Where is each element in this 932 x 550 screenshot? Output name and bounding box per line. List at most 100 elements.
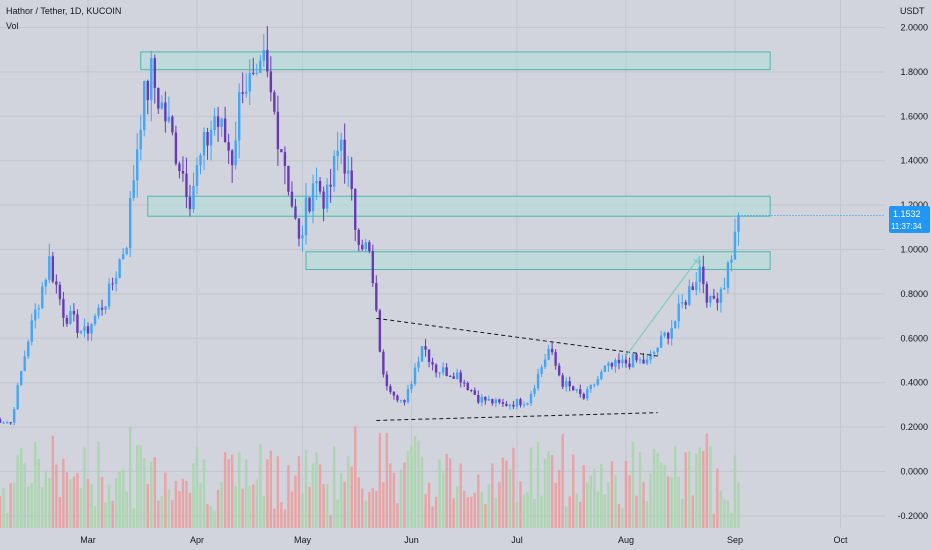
volume-bar: [589, 475, 593, 528]
candle-body: [150, 58, 153, 101]
time-axis[interactable]: Mar Apr May Jun Jul Aug Sep Oct: [80, 535, 848, 545]
volume-bar: [111, 500, 114, 528]
volume-bar: [557, 469, 561, 528]
candle-body: [494, 399, 498, 404]
candle-body: [723, 287, 726, 290]
candle-body: [670, 328, 673, 339]
volume-bar: [294, 475, 297, 528]
candle-body: [290, 191, 294, 207]
candle-body: [72, 311, 76, 315]
volume-bar: [716, 468, 719, 528]
candlestick-series: [0, 25, 740, 426]
volume-bar: [51, 435, 55, 528]
candle-body: [596, 379, 600, 385]
candle-body: [526, 403, 529, 405]
volume-bar: [673, 445, 677, 528]
volume-bar: [575, 493, 578, 528]
volume-bar: [69, 479, 72, 528]
y-tick-label: 1.6000: [900, 111, 928, 121]
volume-bar: [448, 458, 452, 528]
candle-body: [389, 386, 392, 392]
volume-bar: [0, 496, 2, 528]
candle-body: [167, 116, 171, 122]
volume-bar: [385, 432, 389, 528]
candle-body: [589, 384, 593, 390]
y-tick-label: 0.6000: [900, 333, 928, 343]
candle-body: [673, 321, 677, 329]
x-tick-label: Apr: [190, 535, 204, 545]
volume-bar: [315, 452, 318, 528]
candle-body: [160, 102, 164, 109]
volume-bar: [698, 447, 702, 528]
candle-body: [582, 394, 585, 399]
candle-body: [153, 58, 157, 88]
volume-bar: [399, 469, 403, 528]
y-tick-label: 1.2000: [900, 200, 928, 210]
volume-bar: [83, 447, 86, 528]
candle-body: [248, 72, 251, 92]
volume-bar: [491, 463, 494, 528]
volume-bar: [178, 491, 181, 528]
trendline: [376, 412, 658, 421]
candle-body: [406, 389, 410, 403]
volume-bar: [100, 476, 104, 528]
volume-bar: [487, 484, 491, 528]
volume-bar: [603, 494, 607, 528]
candle-body: [146, 81, 149, 101]
volume-bar: [357, 477, 360, 528]
candle-body: [501, 402, 505, 404]
candle-body: [128, 198, 132, 249]
candle-body: [27, 341, 30, 357]
volume-bar: [329, 515, 332, 528]
x-tick-label: May: [294, 535, 312, 545]
volume-bar: [301, 493, 304, 528]
candle-body: [621, 359, 624, 364]
candle-body: [656, 347, 659, 353]
candle-body: [30, 320, 33, 342]
volume-bar: [332, 446, 336, 528]
y-tick-label: 1.4000: [900, 156, 928, 166]
volume-bar: [322, 484, 325, 528]
candle-body: [726, 262, 730, 288]
candle-body: [463, 382, 466, 384]
volume-bar: [413, 436, 417, 528]
candle-body: [473, 390, 476, 395]
candle-body: [652, 352, 656, 354]
candle-body: [505, 403, 508, 407]
volume-bar: [554, 482, 557, 528]
candle-body: [716, 298, 719, 303]
volume-bar: [325, 484, 329, 528]
candle-body: [192, 185, 195, 210]
last-price-value: 1.1532: [893, 209, 921, 219]
candle-body: [65, 317, 69, 324]
candle-body: [223, 118, 227, 143]
volume-bar: [607, 482, 610, 528]
candle-body: [382, 351, 385, 375]
volume-bar: [276, 456, 280, 528]
candle-body: [276, 111, 280, 150]
bar-countdown: 11:37:34: [891, 222, 922, 231]
candle-body: [691, 286, 694, 291]
volume-bar: [417, 440, 420, 528]
candle-body: [610, 363, 614, 367]
candle-body: [642, 359, 645, 364]
candle-body: [371, 251, 375, 284]
volume-bar: [37, 458, 40, 528]
volume-bar: [466, 497, 469, 528]
candle-body: [174, 132, 178, 164]
volume-bar: [354, 426, 357, 528]
volume-bar: [392, 472, 396, 528]
candle-body: [375, 283, 378, 311]
candle-body: [178, 163, 181, 171]
candle-body: [522, 404, 526, 406]
candle-body: [97, 307, 100, 316]
candle-body: [76, 314, 79, 334]
trendline: [376, 317, 658, 357]
volume-bar: [114, 477, 118, 528]
volume-bar: [336, 499, 339, 528]
volume-bar: [621, 507, 624, 528]
price-axis[interactable]: 2.0000 1.8000 1.6000 1.4000 1.2000 1.0000 0.80…: [897, 23, 928, 521]
volume-bar: [688, 451, 691, 528]
candle-body: [269, 71, 273, 93]
